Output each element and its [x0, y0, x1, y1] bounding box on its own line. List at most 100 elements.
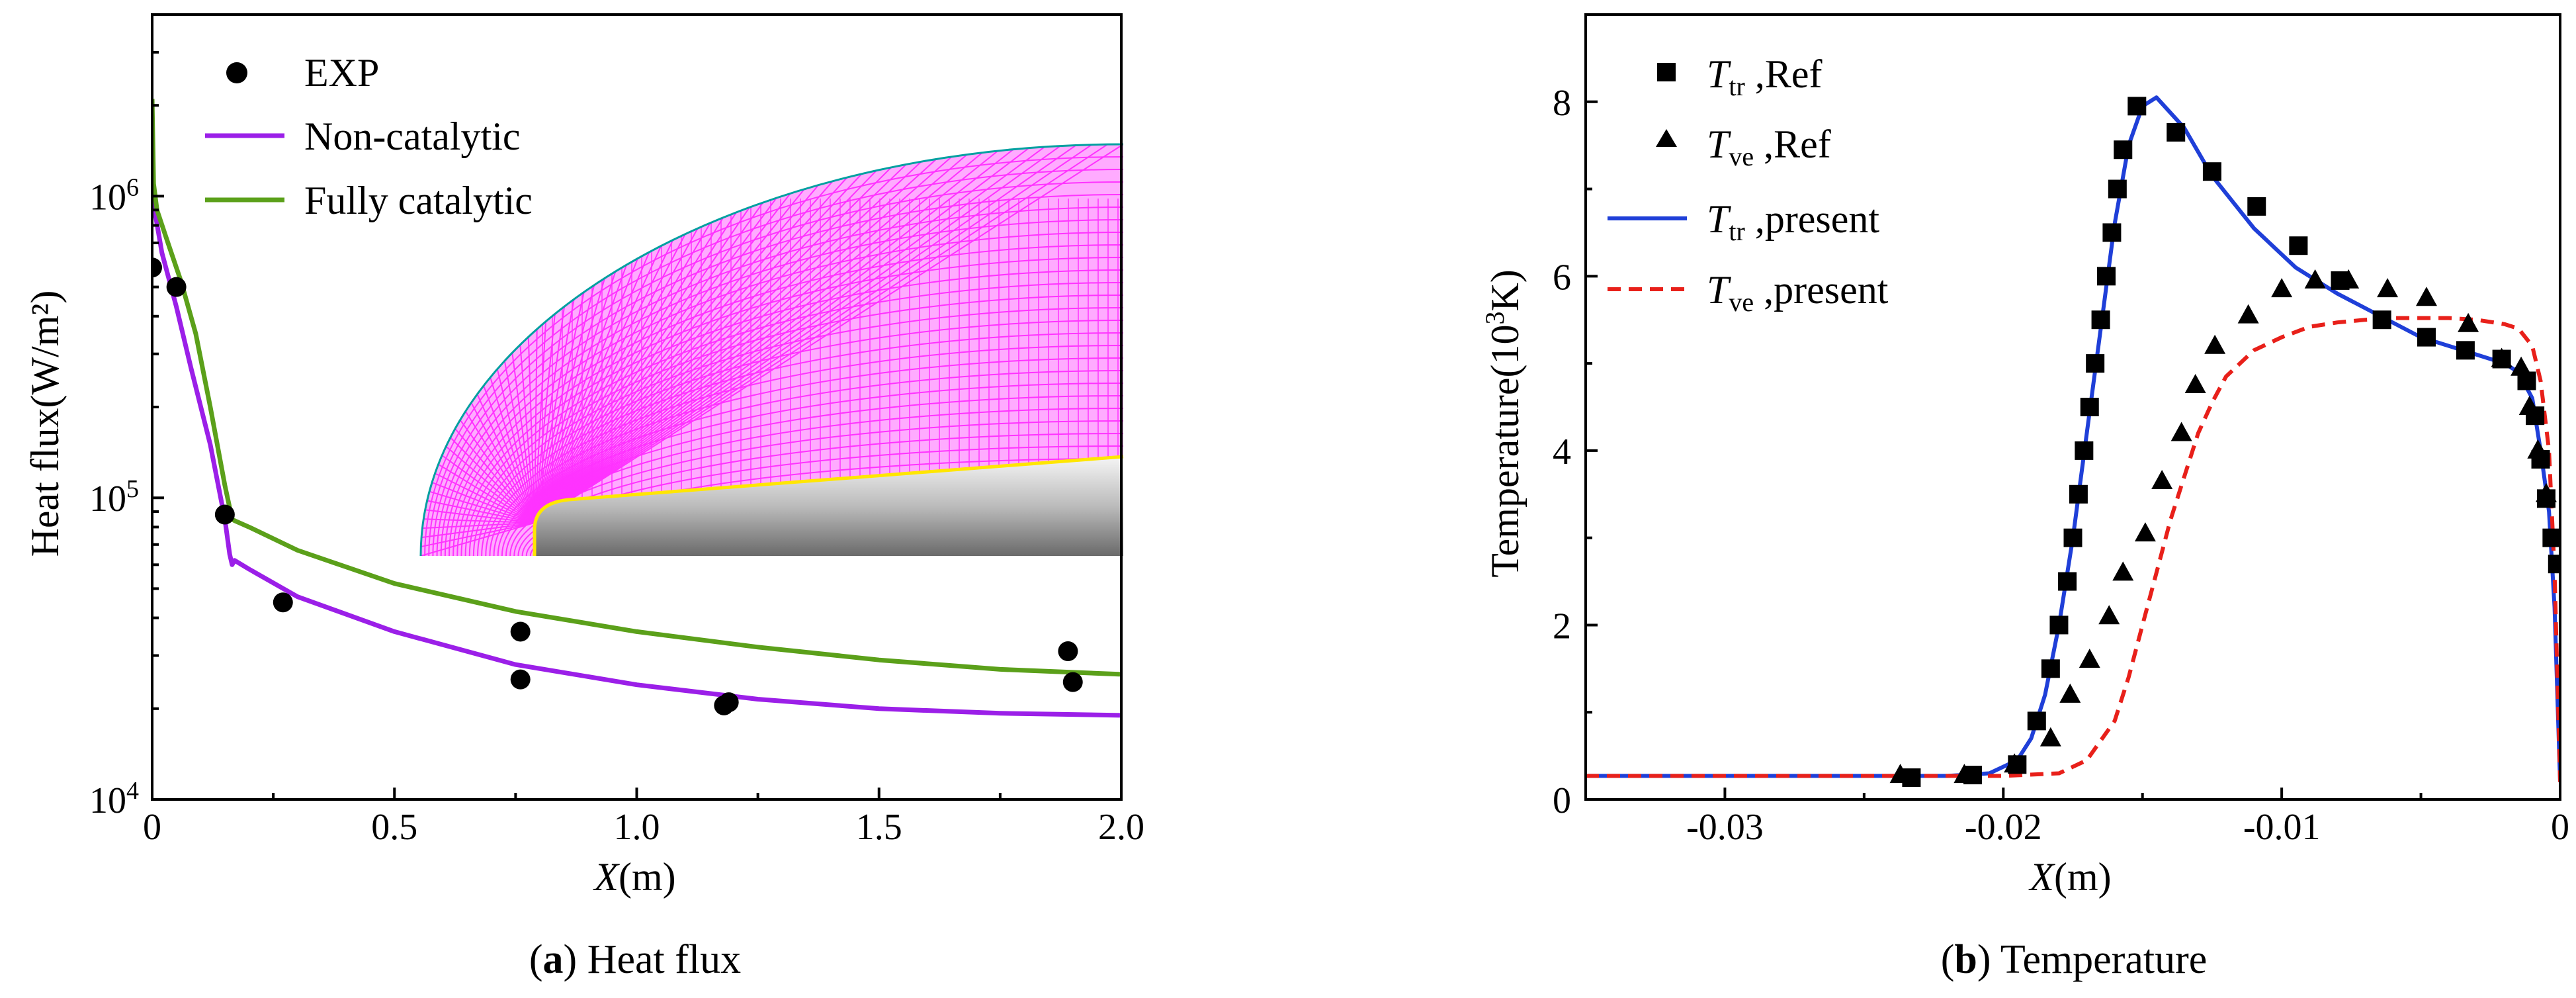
y-tick-label-b: 2 [1553, 606, 1571, 647]
panel-a-heat-flux: 0 0.5 1.0 1.5 2.0 104 105 106 Heat flux(W/m²) X… [23, 13, 1144, 982]
tve-ref-point [2535, 482, 2557, 502]
ttr-ref-point [2548, 555, 2560, 574]
y-axis-label-b: Temperature(103K) [1480, 269, 1527, 578]
mesh-radial-line [427, 500, 535, 523]
ttr-ref-point [2080, 398, 2099, 416]
series-line-fully-catalytic [152, 99, 1121, 677]
exp-point [510, 621, 531, 642]
mesh-inset [419, 143, 1124, 557]
caption-a: (a) Heat flux [529, 937, 741, 982]
tve-ref-point [1889, 764, 1911, 784]
mesh-radial-line [534, 169, 877, 523]
mesh-arc-line [464, 282, 1123, 556]
exp-point [718, 692, 739, 713]
y-tick-label-a: 105 [89, 475, 139, 520]
mesh-radial-line [464, 410, 535, 523]
mesh-radial-line [429, 490, 535, 523]
tve-ref-point [2079, 649, 2100, 668]
ttr-ref-point [2456, 341, 2475, 360]
mesh-radial-line [534, 246, 662, 523]
mesh-arc-line [513, 433, 1123, 556]
mesh-radial-line [421, 522, 535, 548]
mesh-radial-line [490, 377, 535, 523]
x-tick-label-a: 1.5 [856, 807, 902, 848]
x-tick-label-a: 2.0 [1098, 807, 1144, 848]
exp-point [166, 277, 187, 297]
ttr-ref-point [2063, 528, 2082, 547]
exp-point [214, 504, 235, 525]
ttr-ref-point [2417, 328, 2436, 347]
tve-ref-point [2338, 269, 2360, 289]
mesh-arc-line [452, 244, 1123, 556]
tve-ref-point [2059, 683, 2081, 703]
mesh-arc-line [505, 408, 1123, 556]
x-tick-label-a: 0.5 [371, 807, 417, 848]
tve-ref-point [2527, 439, 2549, 459]
mesh-radial-line [534, 161, 922, 523]
mesh-arc-line [449, 232, 1123, 556]
ttr-ref-point [2167, 122, 2186, 142]
y-tick-label-b: 0 [1553, 780, 1571, 821]
mesh-radial-line [450, 437, 535, 523]
mesh-radial-line [534, 147, 1030, 523]
tve-ref-point [2004, 753, 2026, 773]
tve-ref-point [2491, 347, 2512, 367]
x-axis-label-b: X(m) [2028, 855, 2111, 899]
series-line-non-catalytic [152, 161, 1121, 718]
y-tick-label-a: 106 [89, 173, 139, 218]
mesh-radial-line [483, 385, 535, 523]
mesh-radial-line [496, 369, 535, 523]
mesh-arc-line [477, 320, 1123, 556]
caption-b: (b) Temperature [1941, 937, 2208, 982]
mesh-arc-line [509, 420, 1123, 556]
y-tick-label-a: 104 [89, 777, 139, 821]
ttr-ref-point [2058, 572, 2077, 591]
x-tick-label-a: 1.0 [614, 807, 660, 848]
mesh-radial-line [534, 212, 737, 523]
ttr-ref-point [2127, 97, 2147, 116]
tve-ref-point [2204, 334, 2226, 354]
mesh-radial-line [534, 228, 699, 523]
mesh-radial-line [511, 352, 535, 523]
mesh-radial-line [534, 240, 674, 523]
tve-ref-point [2271, 278, 2293, 298]
tve-ref-point [1953, 764, 1975, 784]
mesh-radial-line [534, 144, 1108, 523]
plot-frame-b [1584, 13, 2561, 801]
mesh-radial-line [534, 234, 686, 523]
mesh-arc-line [436, 194, 1123, 556]
tve-ref-point [2304, 269, 2326, 289]
ttr-ref-point [2542, 528, 2560, 547]
legend-a: EXP Non-catalytic Fully catalytic [205, 51, 533, 222]
mesh-radial-line [534, 197, 777, 523]
mesh-arc-line [489, 357, 1123, 556]
x-tick-label-b: -0.03 [1686, 807, 1764, 848]
tve-ref-point [2170, 422, 2192, 441]
ttr-ref-point [2114, 140, 2133, 159]
tve-ref-point [2511, 356, 2532, 376]
tve-ref-point [2039, 727, 2061, 747]
x-tick-label-b: -0.02 [1965, 807, 2042, 848]
ttr-ref-point [2049, 615, 2069, 635]
mesh-arc-line [424, 156, 1123, 556]
ttr-ref-point [2108, 179, 2127, 199]
mesh-radial-line [470, 402, 535, 523]
y-tick-label-b: 8 [1553, 83, 1571, 124]
exp-point [510, 669, 531, 690]
exp-point [273, 592, 293, 613]
legend-b: Ttr ,Ref Tve ,Ref Ttr ,present Tve ,pres… [1608, 52, 1889, 317]
ttr-ref-point [2075, 441, 2094, 460]
tve-ref-point [2237, 304, 2259, 324]
tve-ref-point [2112, 561, 2134, 581]
tve-ref-point [2377, 278, 2399, 298]
legend-fullycatalytic-label: Fully catalytic [304, 179, 533, 222]
mesh-arc-line [501, 395, 1123, 556]
mesh-radial-line [534, 144, 1123, 523]
ttr-ref-point [2097, 267, 2116, 286]
exp-point [1062, 672, 1083, 692]
mesh-radial-line [534, 152, 983, 523]
ttr-ref-point [2247, 197, 2266, 216]
ttr-ref-point [2027, 711, 2046, 731]
mesh-arc-line [468, 295, 1123, 556]
